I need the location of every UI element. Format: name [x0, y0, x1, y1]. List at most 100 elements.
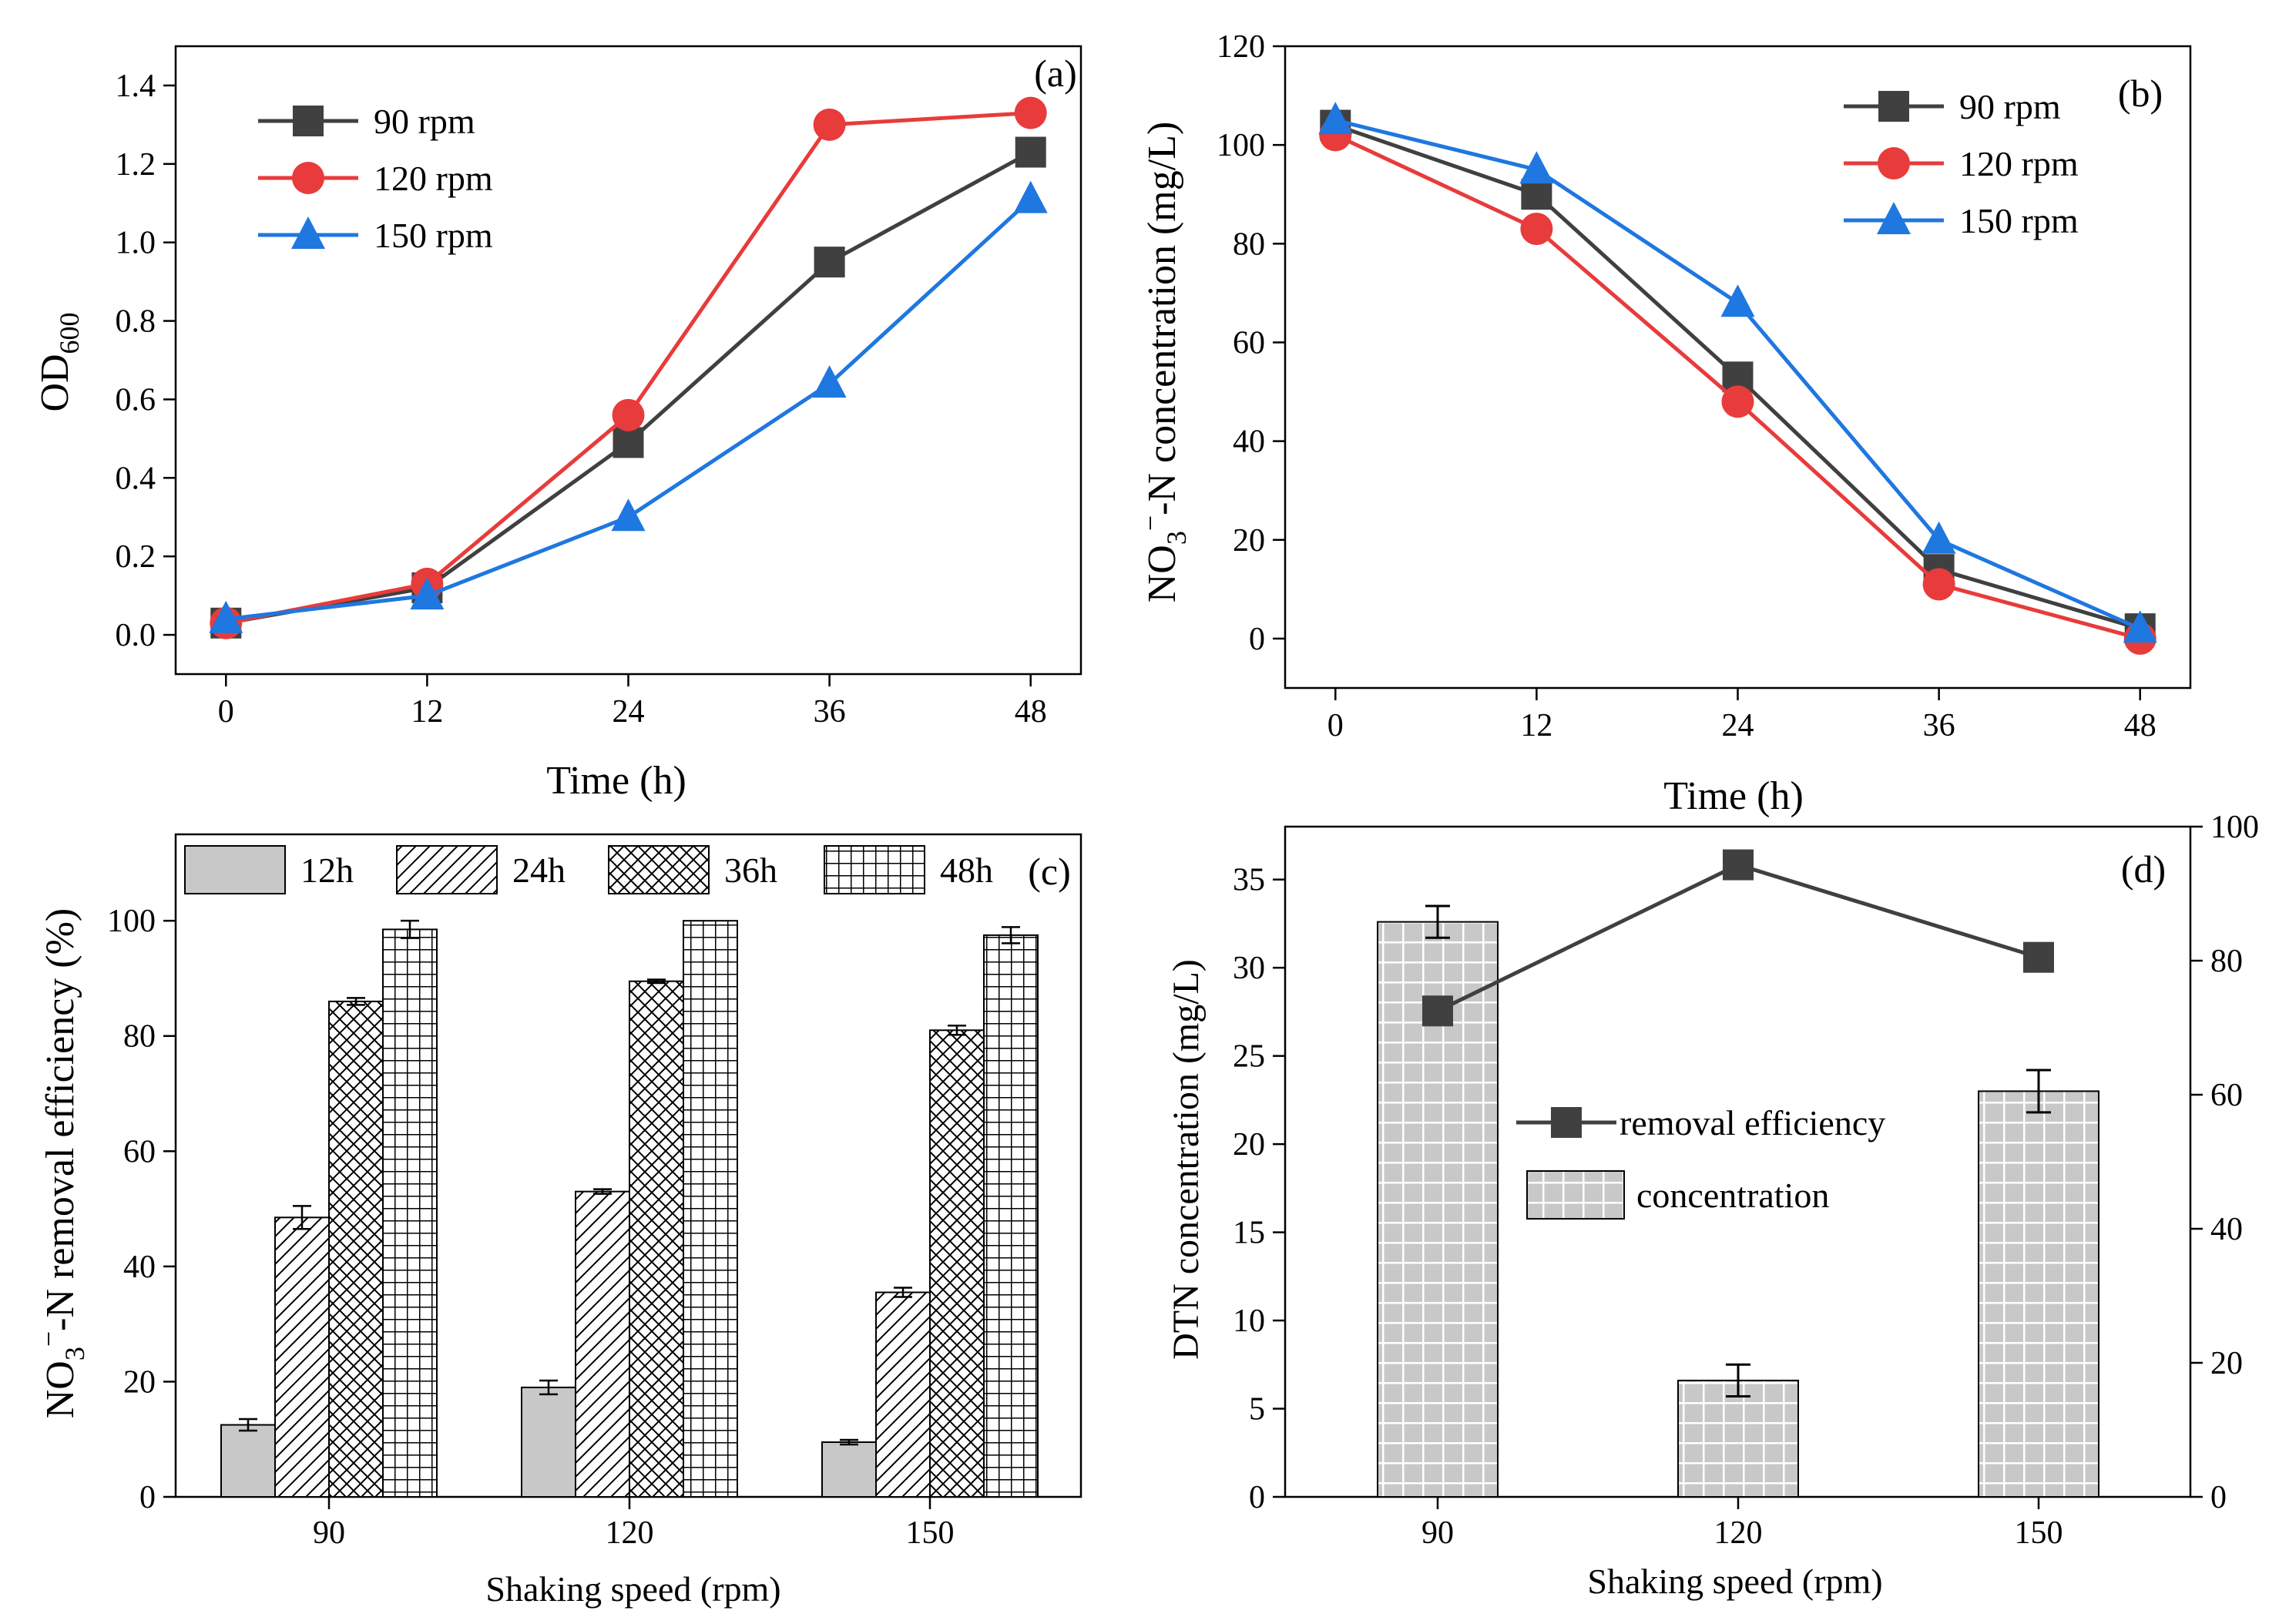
- y-tick-label: 20: [1233, 523, 1265, 559]
- bar-48h: [683, 920, 738, 1498]
- data-point-circle: [1721, 385, 1754, 418]
- legend-swatch: [1526, 1170, 1625, 1220]
- y-tick-label: 80: [1233, 226, 1265, 262]
- bar-48h: [983, 934, 1039, 1498]
- x-tick-label: 24: [1722, 708, 1754, 743]
- x-tick-label: 0: [1327, 708, 1344, 743]
- legend-swatch: [396, 845, 498, 894]
- panel-a-growth-chart: 0 12 24 36 48 0.0 0.2 0.4 0.6 0.8 1.0 1.2 1.4 90 rpm…: [33, 45, 1082, 803]
- panel-d-y-title: DTN concentration (mg/L): [1166, 959, 1207, 1360]
- y-tick-label: 120: [1217, 29, 1265, 65]
- legend-label: 150 rpm: [374, 216, 493, 255]
- panel-c-x-title: Shaking speed (rpm): [485, 1569, 780, 1609]
- panel-d-line: [1422, 849, 2054, 1027]
- bar-36h: [929, 1029, 985, 1498]
- y-tick-label: 1.0: [116, 226, 156, 261]
- data-point-triangle: [1720, 284, 1755, 317]
- x-tick-label: 36: [1923, 708, 1955, 743]
- panel-b-y-title: NO3−-N concentration (mg/L): [1135, 122, 1192, 603]
- y-tick-label: 100: [107, 904, 156, 939]
- data-point-circle: [1014, 96, 1047, 129]
- y-tick-label: 80: [123, 1019, 156, 1055]
- x-tick-label: 24: [613, 694, 645, 730]
- y2-tick-label: 80: [2210, 944, 2243, 979]
- y-tick-label: 60: [123, 1134, 156, 1169]
- legend-label: 24h: [512, 851, 566, 890]
- y-tick-label: 5: [1249, 1392, 1265, 1428]
- bar-12h: [821, 1441, 877, 1498]
- panel-a-plot-frame: [174, 45, 1082, 676]
- legend-marker: [1877, 202, 1911, 234]
- panel-b-legend: 90 rpm 120 rpm 150 rpm: [1844, 87, 2079, 240]
- legend-label: 12h: [300, 851, 354, 890]
- legend-label: concentration: [1636, 1176, 1829, 1215]
- x-tick-label: 36: [814, 694, 846, 730]
- panel-a-legend: 90 rpm 120 rpm 150 rpm: [258, 102, 493, 255]
- x-tick-label: 12: [411, 694, 443, 730]
- y2-tick-label: 40: [2210, 1212, 2243, 1247]
- legend-marker: [1551, 1107, 1582, 1138]
- x-tick-label: 90: [313, 1515, 345, 1551]
- panel-a-x-title: Time (h): [546, 759, 686, 803]
- y-tick-label: 35: [1233, 863, 1265, 898]
- legend-label: 90 rpm: [374, 102, 475, 141]
- legend-label: 90 rpm: [1959, 87, 2061, 126]
- panel-d-legend: removal efficiency concentration: [1516, 1103, 1885, 1220]
- data-point-triangle: [2123, 610, 2157, 643]
- x-tick-label: 150: [2015, 1515, 2063, 1551]
- legend-label: removal efficiency: [1619, 1103, 1885, 1143]
- y-tick-label: 10: [1233, 1304, 1265, 1339]
- panel-a-label: (a): [1034, 52, 1077, 95]
- data-point-square: [1723, 849, 1754, 881]
- x-tick-label: 90: [1421, 1515, 1454, 1551]
- legend-marker: [1878, 147, 1910, 180]
- panel-d-x-title: Shaking speed (rpm): [1587, 1562, 1882, 1601]
- data-point-square: [1015, 136, 1046, 168]
- bar-36h: [328, 1000, 384, 1498]
- panel-a-axes: 0 12 24 36 48 0.0 0.2 0.4 0.6 0.8 1.0 1.2 1.4: [116, 45, 1082, 730]
- panel-b-x-title: Time (h): [1663, 774, 1804, 818]
- x-tick-label: 150: [906, 1515, 955, 1551]
- y-tick-label: 0: [1249, 1480, 1265, 1515]
- y-tick-label: 1.2: [116, 147, 156, 183]
- data-point-triangle: [209, 600, 243, 633]
- panel-b-label: (b): [2118, 72, 2163, 115]
- panel-d-label: (d): [2121, 847, 2166, 891]
- panel-b-series: [1318, 102, 2157, 655]
- y-tick-label: 0.8: [116, 304, 156, 340]
- data-point-circle: [1922, 568, 1955, 601]
- legend-label: 120 rpm: [1959, 144, 2079, 183]
- data-point-triangle: [1318, 102, 1353, 135]
- data-point-triangle: [410, 577, 445, 610]
- legend-label: 36h: [724, 851, 777, 890]
- data-point-triangle: [812, 365, 847, 398]
- series-line-120-rpm: [225, 111, 1031, 626]
- panel-c-bars: [220, 919, 1039, 1498]
- bar-36h: [629, 980, 684, 1498]
- y-tick-label: 0.4: [116, 461, 156, 496]
- bar-24h: [575, 1190, 630, 1498]
- y-tick-label: 25: [1233, 1039, 1265, 1075]
- x-tick-label: 48: [2124, 708, 2156, 743]
- bar-24h: [875, 1291, 931, 1498]
- bar-48h: [382, 928, 438, 1498]
- y2-tick-label: 60: [2210, 1078, 2243, 1113]
- data-point-square: [814, 247, 845, 278]
- legend-swatch: [184, 845, 286, 894]
- legend-swatch: [824, 845, 925, 894]
- y-tick-label: 40: [123, 1250, 156, 1285]
- y-tick-label: 15: [1233, 1216, 1265, 1251]
- data-point-triangle: [611, 498, 646, 532]
- y-tick-label: 0.2: [116, 539, 156, 575]
- bar-concentration: [1677, 1379, 1799, 1498]
- legend-marker: [291, 216, 325, 249]
- data-point-square: [1521, 179, 1552, 210]
- panel-d-bars: [1377, 904, 2099, 1498]
- data-point-triangle: [1922, 521, 1956, 554]
- panel-d-dtn-chart: 0 5 10 15 20 25 30 35 0 20 40 60 80 100 90 120 150 remov…: [1166, 810, 2259, 1601]
- y-tick-label: 0: [1249, 622, 1265, 657]
- y-tick-label: 0: [139, 1480, 156, 1515]
- data-point-square: [2023, 941, 2054, 973]
- panel-d-axes: 0 5 10 15 20 25 30 35 0 20 40 60 80 100 90 120 150: [1233, 810, 2259, 1551]
